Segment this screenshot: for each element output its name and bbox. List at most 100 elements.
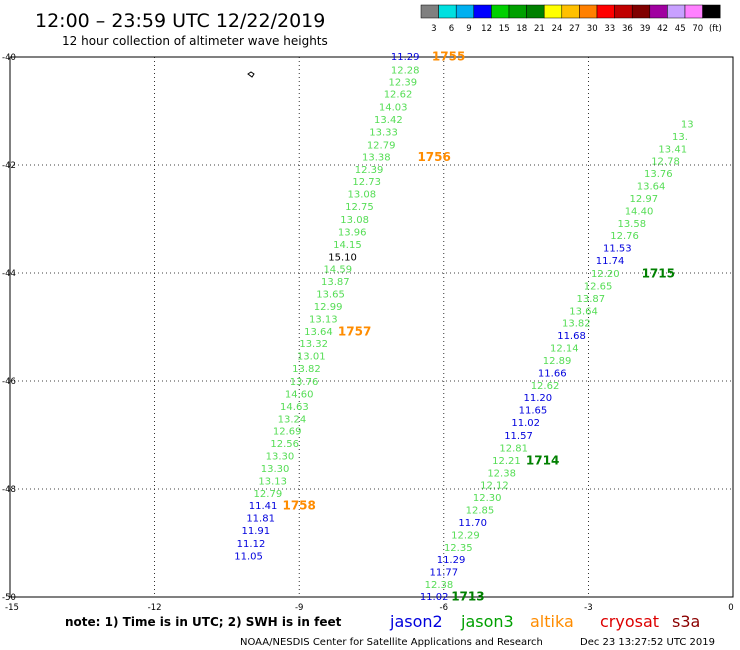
- colorbar-label: 42: [657, 24, 668, 34]
- wave-height-value: 11.68: [557, 331, 586, 342]
- wave-height-value: 14.63: [280, 402, 309, 413]
- island-marker-icon: [247, 71, 255, 78]
- wave-height-value: 12.79: [367, 140, 396, 151]
- wave-height-value: 13.08: [348, 190, 377, 201]
- wave-height-value: 13.64: [637, 182, 666, 193]
- chart-title: 12:00 – 23:59 UTC 12/22/2019: [35, 10, 325, 32]
- x-tick-label: -6: [440, 603, 448, 613]
- wave-height-value: 13.24: [278, 414, 307, 425]
- wave-height-value: 13.38: [362, 152, 391, 163]
- colorbar-swatch: [596, 4, 615, 19]
- pass-time-label: 1755: [432, 49, 465, 63]
- wave-height-value: 15.10: [328, 252, 357, 263]
- pass-time-label: 1713: [451, 589, 484, 603]
- wave-height-value: 13.: [672, 132, 688, 143]
- x-tick-label: -12: [148, 603, 162, 613]
- pass-time-label: 1714: [526, 453, 559, 467]
- colorbar-label: 9: [466, 24, 471, 34]
- wave-height-value: 12.79: [254, 489, 283, 500]
- wave-height-value: 12.62: [531, 381, 560, 392]
- wave-height-value: 13.87: [321, 277, 350, 288]
- x-tick-label: -3: [584, 603, 592, 613]
- wave-height-value: 11.65: [519, 406, 548, 417]
- x-tick-label: -9: [295, 603, 303, 613]
- colorbar-swatch: [649, 4, 668, 19]
- data-marks: 11.2912.2812.3912.6214.0313.4213.3312.79…: [234, 49, 693, 603]
- satellite-legend: jason2 jason3 altika cryosat s3a: [389, 612, 700, 631]
- wave-height-value: 13.41: [658, 144, 687, 155]
- colorbar-legend: 3 6 9 12 15 18 21 24 27 30 33 36 39 42 45 70 (ft): [420, 4, 722, 34]
- colorbar-swatch: [667, 4, 686, 19]
- colorbar-swatch: [420, 4, 439, 19]
- wave-height-value: 13.64: [304, 327, 333, 338]
- wave-height-value: 12.78: [651, 157, 680, 168]
- colorbar-swatch: [455, 4, 475, 19]
- colorbar-swatch: [526, 4, 545, 19]
- wave-height-value: 13.76: [290, 377, 319, 388]
- wave-height-value: 11.91: [241, 526, 270, 537]
- wave-height-value: 13.13: [309, 314, 338, 325]
- wave-height-value: 14.60: [285, 389, 314, 400]
- wave-height-value: 13.82: [562, 319, 591, 330]
- colorbar-swatch: [579, 4, 598, 19]
- wave-height-value: 12.62: [384, 90, 413, 101]
- wave-height-value: 12.81: [499, 443, 528, 454]
- colorbar-label: (ft): [709, 24, 722, 34]
- wave-height-value: 13.76: [644, 169, 673, 180]
- legend-altika: altika: [530, 612, 574, 631]
- colorbar-swatch: [631, 4, 651, 19]
- wave-height-value: 12.65: [584, 281, 613, 292]
- wave-height-value: 12.20: [591, 269, 620, 280]
- colorbar-label: 24: [552, 24, 563, 34]
- credit-text: NOAA/NESDIS Center for Satellite Applica…: [240, 637, 543, 648]
- wave-height-value: 12.89: [543, 356, 572, 367]
- wave-height-value: 12.12: [480, 481, 509, 492]
- wave-height-value: 12.29: [451, 530, 480, 541]
- y-tick-label: -40: [2, 53, 16, 63]
- wave-height-value: 11.29: [391, 52, 420, 63]
- y-tick-label: -46: [2, 377, 16, 387]
- y-tick-label: -48: [2, 485, 16, 495]
- wave-height-value: 13.96: [338, 227, 367, 238]
- wave-height-value: 12.97: [630, 194, 659, 205]
- wave-height-value: 12.39: [355, 165, 384, 176]
- x-tick-label: -15: [5, 603, 19, 613]
- wave-height-value: 12.14: [550, 344, 579, 355]
- map-axes: -15 -12 -9 -6 -3 0 -40 -42 -44 -46 -48 -50: [2, 53, 734, 613]
- wave-height-value: 12.38: [487, 468, 516, 479]
- wave-height-value: 11.70: [458, 518, 487, 529]
- wave-height-value: 12.35: [444, 543, 473, 554]
- wave-height-value: 11.12: [237, 539, 266, 550]
- colorbar-swatch: [491, 4, 510, 19]
- wave-height-value: 13.87: [576, 294, 605, 305]
- wave-height-value: 11.05: [234, 551, 263, 562]
- legend-jason2: jason2: [389, 612, 443, 631]
- colorbar-swatch: [473, 4, 492, 19]
- wave-height-value: 13.01: [297, 352, 326, 363]
- wave-height-value: 12.56: [270, 439, 299, 450]
- wave-height-value: 11.74: [596, 256, 625, 267]
- wave-height-value: 13.08: [340, 215, 369, 226]
- colorbar-label: 36: [622, 24, 633, 34]
- colorbar-swatch: [614, 4, 633, 19]
- wave-height-value: 11.66: [538, 368, 567, 379]
- x-tick-label: 0: [728, 603, 733, 613]
- pass-time-label: 1756: [417, 150, 450, 164]
- wave-height-value: 14.59: [323, 265, 352, 276]
- wave-height-value: 13.58: [617, 219, 646, 230]
- wave-height-value: 13: [681, 119, 694, 130]
- wave-height-value: 13.32: [299, 339, 328, 350]
- legend-s3a: s3a: [672, 612, 700, 631]
- wave-height-value: 13.42: [374, 115, 403, 126]
- wave-height-value: 13.30: [261, 464, 290, 475]
- wave-height-value: 12.38: [425, 580, 454, 591]
- y-tick-label: -42: [2, 161, 16, 171]
- colorbar-label: 27: [569, 24, 580, 34]
- wave-height-value: 11.41: [249, 501, 278, 512]
- colorbar-label: 6: [449, 24, 454, 34]
- wave-height-value: 12.21: [492, 456, 521, 467]
- colorbar-label: 12: [481, 24, 492, 34]
- plot-frame: [9, 56, 734, 598]
- wave-height-value: 12.69: [273, 427, 302, 438]
